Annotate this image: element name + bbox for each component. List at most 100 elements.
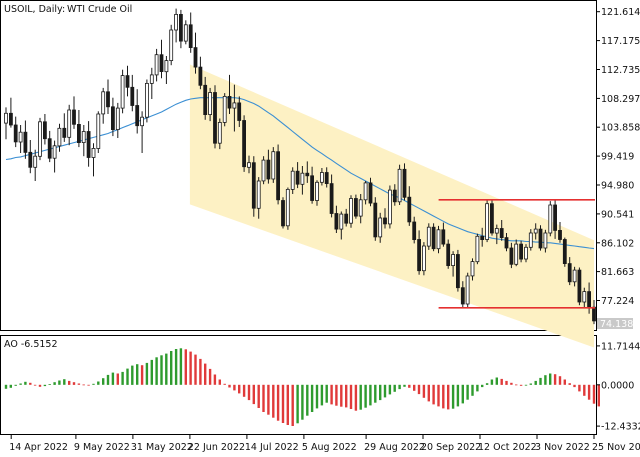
price-tick-label: 86.102 xyxy=(601,238,634,249)
ao-bar xyxy=(369,384,372,406)
ao-bar xyxy=(451,384,455,409)
candle xyxy=(43,114,47,145)
candle xyxy=(222,93,227,127)
candle xyxy=(290,167,295,194)
candle-body-bull xyxy=(96,113,101,149)
candle xyxy=(183,20,188,45)
candle xyxy=(251,156,256,217)
ao-bar xyxy=(155,357,158,385)
candle-body-bear xyxy=(504,237,509,249)
candle xyxy=(548,201,553,237)
candle-body-bear xyxy=(295,170,300,185)
candle-body-bull xyxy=(52,145,57,159)
ao-bar xyxy=(359,384,362,410)
candle xyxy=(514,239,519,267)
ao-bar xyxy=(111,372,115,385)
ao-bar xyxy=(490,379,494,385)
ao-bar xyxy=(53,382,56,385)
ao-indicator-label: AO -6.5152 xyxy=(4,339,58,350)
candle-body-bear xyxy=(562,239,567,265)
candle xyxy=(349,195,353,228)
candle-body-bear xyxy=(47,138,52,159)
ao-bar xyxy=(461,384,464,404)
candle-body-bull xyxy=(140,116,145,127)
ao-bar xyxy=(68,380,71,385)
ao-bar xyxy=(534,380,537,385)
ao-bar xyxy=(345,384,348,408)
candle xyxy=(455,249,460,292)
date-tick-label: 12 Oct 2022 xyxy=(478,442,537,453)
candle xyxy=(373,197,378,241)
ao-bar xyxy=(456,384,460,407)
ao-bar xyxy=(510,382,513,385)
candle-body-bear xyxy=(519,243,523,260)
date-tick-label: 22 Jun 2022 xyxy=(188,442,245,453)
candle-body-bull xyxy=(208,92,213,116)
candle xyxy=(285,187,290,230)
candle-body-bear xyxy=(125,75,130,88)
candle-body-bull xyxy=(38,121,42,157)
candle xyxy=(120,69,125,114)
candle-body-bear xyxy=(499,228,504,239)
candle xyxy=(144,79,149,123)
candle xyxy=(47,130,52,163)
candle-body-bull xyxy=(256,180,261,209)
candle-body-bear xyxy=(373,202,378,238)
candle xyxy=(4,107,8,140)
candle-body-bear xyxy=(13,124,18,143)
candle xyxy=(485,199,490,243)
candle-body-bull xyxy=(524,246,528,260)
candle-body-bear xyxy=(72,109,76,125)
candle xyxy=(470,258,475,281)
candle-body-bull xyxy=(169,29,174,62)
candle-body-bull xyxy=(4,112,8,124)
candle-body-bear xyxy=(392,189,397,203)
candle xyxy=(227,74,232,114)
ao-bar xyxy=(524,384,528,386)
candle-body-bull xyxy=(149,74,154,84)
ao-bar xyxy=(43,384,47,387)
ao-bar xyxy=(393,384,396,392)
ao-bar xyxy=(515,384,518,386)
price-tick-label: 112.735 xyxy=(601,65,640,76)
candle xyxy=(524,244,528,263)
ao-tick-label: 11.7144 xyxy=(601,341,640,352)
ao-bar xyxy=(587,384,591,400)
ao-bar xyxy=(199,358,202,385)
candle xyxy=(533,223,538,240)
candle-body-bear xyxy=(86,131,91,158)
ao-bar xyxy=(63,379,66,385)
ao-bar xyxy=(29,382,32,385)
candle xyxy=(62,113,67,142)
candle xyxy=(101,87,106,124)
candle-body-bear xyxy=(334,213,339,230)
candle-body-bear xyxy=(77,124,81,144)
ao-bar xyxy=(364,384,367,408)
candle xyxy=(135,89,140,134)
candle-body-bear xyxy=(592,306,596,322)
ao-bar xyxy=(140,365,144,385)
price-tick-label: 117.175 xyxy=(601,36,640,47)
candle xyxy=(528,229,533,251)
candle xyxy=(538,225,543,251)
candle xyxy=(18,125,23,153)
candle-body-bear xyxy=(23,131,28,153)
candle xyxy=(489,200,494,236)
ao-bar xyxy=(58,380,61,385)
candle xyxy=(334,205,339,233)
candle xyxy=(86,121,91,167)
candle xyxy=(451,251,456,277)
candle-body-bull xyxy=(115,107,120,130)
ao-bar xyxy=(179,348,183,385)
ao-bar xyxy=(213,374,217,385)
candle-body-bear xyxy=(251,162,256,209)
candle-body-bull xyxy=(387,189,392,225)
candle xyxy=(266,149,271,184)
candle-body-bull xyxy=(101,91,106,115)
candle xyxy=(567,257,572,286)
date-tick-label: 14 Jul 2022 xyxy=(245,442,299,453)
candle-body-bear xyxy=(106,91,110,108)
candle-body-bear xyxy=(62,127,67,138)
candle-body-bear xyxy=(242,120,247,168)
ao-bar xyxy=(403,384,406,387)
